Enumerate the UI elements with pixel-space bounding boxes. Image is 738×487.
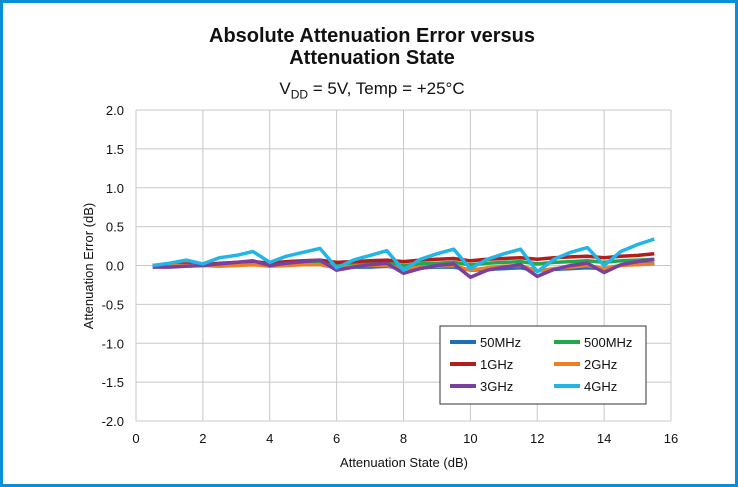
legend-label: 4GHz — [584, 379, 617, 394]
x-tick-label: 10 — [463, 431, 477, 446]
legend-label: 2GHz — [584, 357, 617, 372]
y-tick-label: 0.0 — [106, 259, 124, 274]
y-tick-label: -1.5 — [102, 375, 124, 390]
x-tick-label: 16 — [664, 431, 678, 446]
x-tick-label: 4 — [266, 431, 273, 446]
legend-label: 1GHz — [480, 357, 513, 372]
subtitle-rest: = 5V, Temp = +25°C — [308, 79, 465, 98]
y-axis-label: Attenuation Error (dB) — [81, 203, 96, 329]
y-tick-label: -0.5 — [102, 297, 124, 312]
x-tick-label: 0 — [132, 431, 139, 446]
x-tick-label: 14 — [597, 431, 611, 446]
x-tick-label: 6 — [333, 431, 340, 446]
y-tick-label: 1.5 — [106, 142, 124, 157]
x-tick-label: 2 — [199, 431, 206, 446]
x-tick-labels: 0 2 4 6 8 10 12 14 16 — [132, 431, 678, 446]
y-tick-label: -1.0 — [102, 336, 124, 351]
series-line-3ghz — [152, 257, 655, 279]
x-tick-label: 12 — [530, 431, 544, 446]
legend-label: 50MHz — [480, 335, 521, 350]
legend-label: 500MHz — [584, 335, 632, 350]
chart-title-line-2: Attenuation State — [289, 47, 455, 69]
subtitle-v: V — [279, 79, 291, 98]
chart-title-line-1: Absolute Attenuation Error versus — [209, 25, 535, 47]
series-line-4ghz — [152, 237, 655, 274]
x-tick-label: 8 — [400, 431, 407, 446]
legend: 50MHz 500MHz 1GHz 2GHz 3GHz 4GHz — [439, 325, 647, 405]
series-lines — [152, 237, 655, 279]
chart-subtitle: VDD = 5V, Temp = +25°C — [3, 79, 738, 101]
chart-plot: 0 2 4 6 8 10 12 14 16 2.0 1.5 1.0 0.5 0.0 -0.5 -1.0 -1.… — [81, 103, 678, 470]
y-tick-label: -2.0 — [102, 414, 124, 429]
subtitle-subscript: DD — [290, 87, 309, 102]
legend-label: 3GHz — [480, 379, 513, 394]
y-tick-label: 2.0 — [106, 103, 124, 118]
y-tick-label: 0.5 — [106, 220, 124, 235]
y-tick-labels: 2.0 1.5 1.0 0.5 0.0 -0.5 -1.0 -1.5 -2.0 — [102, 103, 124, 429]
x-axis-label: Attenuation State (dB) — [340, 455, 468, 470]
y-tick-label: 1.0 — [106, 181, 124, 196]
